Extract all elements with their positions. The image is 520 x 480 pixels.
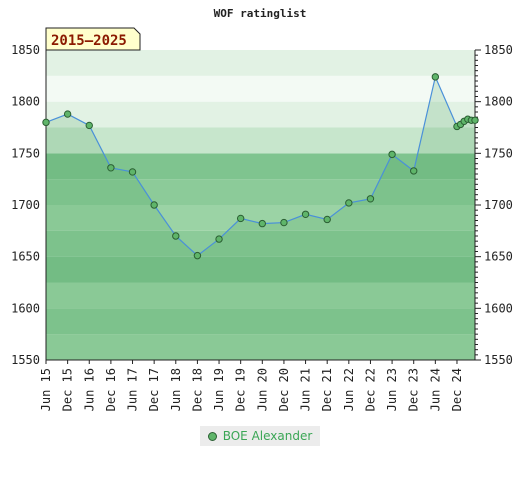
background-bands (46, 50, 475, 360)
band (46, 256, 475, 283)
data-point (193, 251, 202, 260)
series-points (42, 73, 479, 260)
y-tick-label: 1850 (11, 43, 40, 57)
legend-marker-icon (207, 431, 217, 441)
axes (45, 49, 481, 361)
y-tick-label: 1600 (484, 301, 513, 315)
data-point (388, 150, 396, 159)
y-tick-label: 1650 (11, 250, 40, 264)
data-point (431, 73, 440, 81)
band (46, 179, 475, 205)
band (46, 230, 475, 257)
y-tick-label: 1750 (11, 146, 40, 160)
data-point (410, 167, 418, 175)
data-point (215, 235, 223, 243)
y-tick-label: 1800 (484, 95, 513, 109)
y-tick-label: 1550 (11, 353, 40, 367)
x-tick-label: Dec 17 (147, 368, 161, 411)
band (46, 127, 475, 154)
band (46, 282, 475, 309)
x-tick-label: Jun 16 (82, 368, 96, 411)
data-point (280, 218, 288, 227)
y-tick-label: 1700 (11, 198, 40, 212)
band (46, 101, 475, 128)
band (46, 308, 475, 335)
x-tick-label: Jun 17 (126, 368, 140, 411)
data-point (128, 168, 137, 176)
x-tick-label: Dec 22 (363, 368, 377, 411)
x-tick-label: Jun 24 (428, 368, 442, 411)
band (46, 50, 475, 76)
period-label: 2015–2025 (51, 33, 127, 49)
period-badge: 2015–2025 (45, 27, 141, 51)
y-tick-label: 1550 (484, 353, 513, 367)
data-point (345, 199, 353, 207)
band (46, 334, 475, 360)
y-tick-label: 1700 (484, 198, 513, 212)
x-tick-label: Dec 20 (277, 368, 291, 411)
x-tick-label: Jun 18 (169, 368, 183, 411)
data-point (63, 110, 72, 118)
area-fill (46, 76, 475, 360)
y-axis-right: 1550 1600 1650 1700 1750 1800 1850 (484, 43, 513, 367)
x-tick-label: Dec 16 (104, 368, 118, 411)
x-tick-label: Jun 23 (385, 368, 399, 411)
x-axis: Jun 15 Dec 15 Jun 16 Dec 16 Jun 17 Dec 17 Jun … (39, 360, 464, 411)
y-tick-label: 1600 (11, 301, 40, 315)
area-path (46, 76, 475, 360)
band (46, 153, 475, 180)
x-tick-label: Dec 15 (61, 368, 75, 411)
legend-label: BOE Alexander (222, 429, 313, 443)
y-tick-label: 1650 (484, 250, 513, 264)
data-point (42, 118, 50, 127)
y-axis-left: 1550 1600 1650 1700 1750 1800 1850 (11, 43, 40, 367)
data-point (150, 201, 158, 209)
data-point (366, 195, 375, 203)
data-point (258, 219, 267, 228)
data-point (301, 210, 310, 219)
data-point (172, 232, 180, 240)
x-tick-label: Dec 21 (320, 368, 334, 411)
x-tick-label: Dec 19 (234, 368, 248, 411)
data-point (107, 164, 115, 172)
legend: BOE Alexander (200, 426, 320, 446)
x-tick-label: Dec 18 (190, 368, 204, 411)
x-tick-label: Jun 21 (299, 368, 313, 411)
x-tick-label: Jun 15 (39, 368, 53, 411)
data-point (323, 215, 331, 224)
y-tick-label: 1750 (484, 146, 513, 160)
y-tick-label: 1800 (11, 95, 40, 109)
x-tick-label: Jun 19 (212, 368, 226, 411)
band (46, 75, 475, 102)
x-tick-label: Dec 24 (450, 368, 464, 411)
x-tick-label: Jun 20 (255, 368, 269, 411)
x-tick-label: Jun 22 (342, 368, 356, 411)
chart-title: WOF ratinglist (214, 7, 307, 20)
data-point (236, 214, 245, 223)
x-tick-label: Dec 23 (407, 368, 421, 411)
y-tick-label: 1850 (484, 43, 513, 57)
data-point (85, 121, 93, 130)
data-point (471, 116, 479, 124)
